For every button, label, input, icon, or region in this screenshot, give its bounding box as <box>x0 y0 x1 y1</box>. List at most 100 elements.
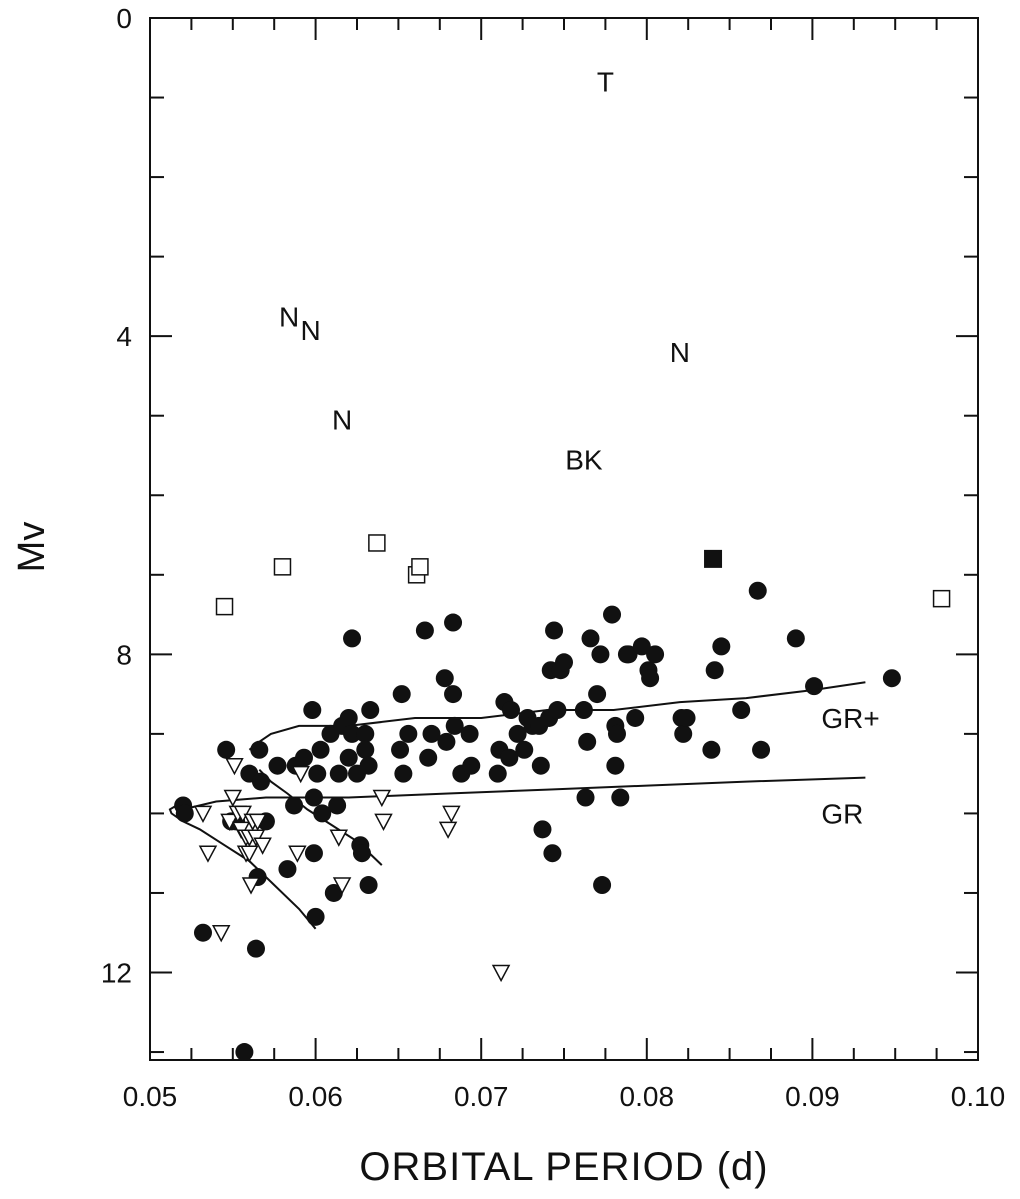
data-point-filled-circle <box>339 708 358 727</box>
data-point-filled-circle <box>502 701 521 720</box>
data-point-filled-circle <box>435 669 454 688</box>
data-point-filled-circle <box>732 701 751 720</box>
plot-frame <box>149 17 979 1061</box>
x-tick-label: 0.06 <box>288 1081 343 1112</box>
annotation-label: BK <box>565 444 603 475</box>
data-point-filled-circle <box>419 748 438 767</box>
data-point-open-triangle <box>329 829 349 847</box>
data-point-filled-circle <box>462 756 481 775</box>
data-point-filled-circle <box>361 701 380 720</box>
data-point-filled-circle <box>391 740 410 759</box>
data-point-filled-circle <box>324 883 343 902</box>
data-point-filled-circle <box>394 764 413 783</box>
data-point-filled-circle <box>352 844 371 863</box>
data-point-filled-circle <box>545 621 564 640</box>
data-point-filled-circle <box>574 701 593 720</box>
y-tick-label: 8 <box>116 639 132 670</box>
data-point-filled-circle <box>415 621 434 640</box>
tick-labels: 0.05 0.06 0.07 0.08 0.09 0.10 0 4 8 12 <box>101 3 1005 1112</box>
data-point-open-triangle <box>225 757 244 776</box>
data-point-filled-circle <box>285 796 304 815</box>
data-point-filled-circle <box>460 724 479 743</box>
data-point-filled-circle <box>712 637 731 656</box>
data-point-filled-circle <box>674 724 693 743</box>
data-point-filled-circle <box>533 820 552 839</box>
annotation-label: N <box>332 405 352 436</box>
data-point-filled-circle <box>646 645 665 664</box>
data-point-filled-circle <box>677 708 696 727</box>
data-point-filled-circle <box>445 716 464 735</box>
data-point-filled-circle <box>641 669 660 688</box>
data-point-open-triangle <box>372 789 392 808</box>
data-point-filled-circle <box>543 844 562 863</box>
data-point-filled-circle <box>311 740 330 759</box>
data-point-filled-circle <box>531 756 550 775</box>
data-point-filled-circle <box>268 756 287 775</box>
x-tick-label: 0.09 <box>785 1081 840 1112</box>
data-point-filled-circle <box>356 740 375 759</box>
data-point-filled-circle <box>444 685 463 704</box>
data-point-open-square <box>932 589 951 608</box>
data-point-filled-circle <box>576 788 595 807</box>
data-point-filled-circle <box>581 629 600 648</box>
data-point-filled-circle <box>882 669 901 688</box>
data-point-filled-circle <box>175 804 194 823</box>
data-point-open-triangle <box>332 877 352 895</box>
data-point-filled-circle <box>603 605 622 624</box>
annotation-label: T <box>597 67 614 98</box>
data-point-filled-circle <box>250 740 269 759</box>
data-point-filled-circle <box>251 772 270 791</box>
data-point-open-triangle <box>442 805 461 824</box>
data-point-filled-circle <box>359 876 378 895</box>
data-point-filled-circle <box>619 645 638 664</box>
data-point-filled-circle <box>515 740 534 759</box>
data-point-filled-square <box>704 549 723 568</box>
data-point-open-square <box>273 558 292 576</box>
model-curve <box>248 681 866 751</box>
data-point-filled-circle <box>748 581 767 600</box>
data-point-filled-circle <box>306 907 325 926</box>
data-point-filled-circle <box>193 923 212 942</box>
data-points <box>174 534 951 1062</box>
x-tick-label: 0.08 <box>620 1081 675 1112</box>
data-point-filled-circle <box>805 677 824 696</box>
data-point-open-triangle <box>211 924 231 943</box>
data-point-filled-circle <box>606 756 625 775</box>
data-point-filled-circle <box>278 860 297 879</box>
data-point-open-triangle <box>491 964 511 983</box>
data-point-open-triangle <box>248 813 267 831</box>
model-curve <box>168 804 317 930</box>
annotation-label: N <box>301 315 321 346</box>
data-point-open-square <box>368 534 386 552</box>
x-tick-label: 0.07 <box>454 1081 509 1112</box>
data-point-filled-circle <box>593 876 612 895</box>
data-point-filled-circle <box>626 708 645 727</box>
x-tick-label: 0.05 <box>123 1081 178 1112</box>
data-point-filled-circle <box>356 724 375 743</box>
data-point-open-square <box>411 558 429 576</box>
y-axis-label: Mv <box>11 522 53 573</box>
data-point-filled-circle <box>500 748 519 767</box>
data-point-open-triangle <box>253 837 272 855</box>
data-point-filled-circle <box>611 788 630 807</box>
data-point-filled-circle <box>308 764 327 783</box>
data-point-filled-circle <box>422 724 441 743</box>
data-point-filled-circle <box>752 740 771 759</box>
annotation-label: N <box>279 301 299 332</box>
data-point-filled-circle <box>217 740 236 759</box>
data-point-open-triangle <box>438 821 458 839</box>
data-point-filled-circle <box>359 756 378 775</box>
annotation-label: N <box>670 337 690 368</box>
data-point-filled-circle <box>488 764 507 783</box>
data-point-open-square <box>215 597 234 616</box>
data-point-filled-circle <box>304 788 323 807</box>
data-point-filled-circle <box>588 685 607 704</box>
data-point-filled-circle <box>548 701 567 720</box>
data-point-filled-circle <box>632 637 651 656</box>
data-point-open-triangle <box>223 789 243 808</box>
data-point-filled-circle <box>235 1043 254 1062</box>
data-point-filled-circle <box>444 613 463 632</box>
data-point-filled-circle <box>304 844 323 863</box>
